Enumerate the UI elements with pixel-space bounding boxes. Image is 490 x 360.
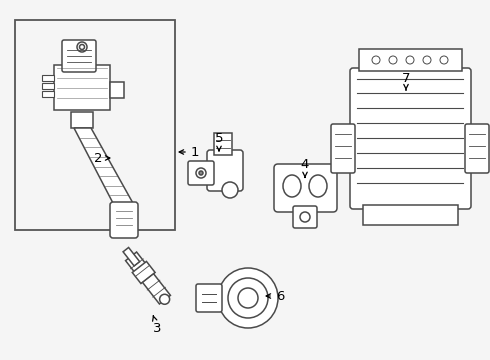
Text: 3: 3 — [152, 316, 161, 334]
Bar — [71, 112, 93, 128]
FancyBboxPatch shape — [196, 284, 222, 312]
Text: 7: 7 — [402, 72, 410, 90]
Bar — [363, 205, 458, 225]
FancyBboxPatch shape — [274, 164, 337, 212]
Ellipse shape — [283, 175, 301, 197]
Circle shape — [238, 288, 258, 308]
FancyBboxPatch shape — [62, 40, 96, 72]
FancyBboxPatch shape — [293, 206, 317, 228]
Circle shape — [77, 42, 87, 52]
Text: 6: 6 — [266, 289, 284, 302]
Polygon shape — [132, 261, 155, 284]
Circle shape — [218, 268, 278, 328]
Polygon shape — [123, 247, 140, 266]
Circle shape — [406, 56, 414, 64]
Ellipse shape — [309, 175, 327, 197]
Polygon shape — [74, 128, 134, 205]
Circle shape — [440, 56, 448, 64]
FancyBboxPatch shape — [188, 161, 214, 185]
FancyBboxPatch shape — [110, 202, 138, 238]
Bar — [42, 91, 54, 97]
Bar — [110, 82, 124, 98]
Text: 4: 4 — [301, 158, 309, 177]
FancyBboxPatch shape — [207, 150, 243, 191]
FancyBboxPatch shape — [350, 68, 471, 209]
FancyBboxPatch shape — [465, 124, 489, 173]
Bar — [359, 49, 462, 71]
Circle shape — [199, 171, 203, 175]
Circle shape — [389, 56, 397, 64]
Bar — [15, 20, 175, 230]
Text: 5: 5 — [215, 131, 223, 151]
Bar — [42, 75, 54, 81]
Circle shape — [423, 56, 431, 64]
Polygon shape — [125, 252, 171, 304]
Text: 1: 1 — [179, 145, 199, 158]
Text: 2: 2 — [94, 152, 110, 165]
Bar — [54, 65, 110, 110]
Circle shape — [160, 294, 170, 304]
Circle shape — [228, 278, 268, 318]
Circle shape — [196, 168, 206, 178]
Circle shape — [300, 212, 310, 222]
Circle shape — [79, 45, 84, 49]
Circle shape — [222, 182, 238, 198]
FancyBboxPatch shape — [331, 124, 355, 173]
Circle shape — [372, 56, 380, 64]
Bar — [42, 83, 54, 89]
Bar — [214, 133, 232, 155]
